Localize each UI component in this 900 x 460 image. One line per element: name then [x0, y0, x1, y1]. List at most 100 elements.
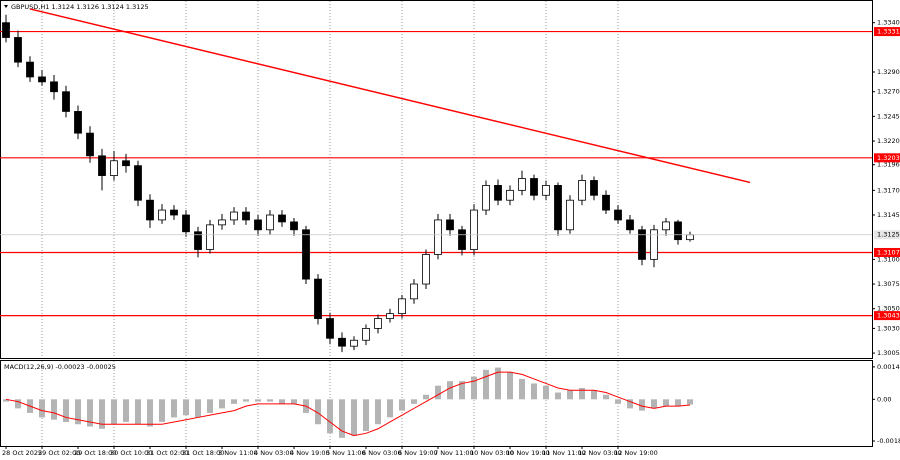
y-tick-label: -0.00184 [877, 437, 900, 445]
candle-body [206, 224, 214, 250]
x-tick-label: 29 Oct 02:00 [38, 449, 80, 457]
y-tick-label: 1.3075 [877, 280, 900, 288]
candle-body [110, 160, 118, 176]
x-tick-label: 10 Nov 19:00 [506, 449, 550, 457]
candle-body [410, 283, 418, 300]
level-tag [874, 153, 900, 163]
level-tag [874, 311, 900, 321]
macd-bar [279, 399, 285, 404]
x-tick-label: 10 Nov 03:00 [470, 449, 514, 457]
candle-body [350, 339, 358, 347]
candle-body [530, 178, 538, 196]
y-tick-label: 1.3030 [877, 324, 900, 332]
candle-body [38, 76, 46, 83]
candle-body [434, 219, 442, 255]
macd-bar [75, 399, 81, 425]
level-label: 1.3331 [877, 28, 900, 36]
macd-bar [411, 399, 417, 404]
macd-bar [255, 399, 261, 402]
candle-body [482, 185, 490, 211]
macd-bar [135, 399, 141, 425]
x-tick-label: 4 Nov 03:00 [254, 449, 294, 457]
macd-bar [627, 399, 633, 409]
y-tick-label: 1.3050 [877, 305, 900, 313]
candle-body [242, 211, 250, 221]
candle-body [398, 298, 406, 315]
candle-body [254, 219, 262, 231]
candle-body [566, 199, 574, 231]
macd-bar [567, 390, 573, 400]
macd-bar [663, 399, 669, 407]
candle-body [422, 254, 430, 285]
macd-bar [195, 399, 201, 418]
level-label: 1.3203 [877, 154, 900, 162]
macd-bar [387, 399, 393, 418]
macd-bar [159, 399, 165, 422]
level-label: 1.3107 [877, 248, 900, 256]
macd-bar [207, 399, 213, 413]
macd-bar [231, 399, 237, 404]
candle-body [686, 234, 694, 241]
macd-bar [291, 399, 297, 404]
candle-body [146, 199, 154, 221]
candle-body [494, 185, 502, 201]
macd-bar [615, 399, 621, 404]
macd-bar [651, 399, 657, 409]
x-tick-label: 11 Nov 11:00 [542, 449, 586, 457]
candle-body [50, 81, 58, 93]
candle-body [362, 328, 370, 341]
macd-bar [543, 385, 549, 400]
x-tick-label: 29 Oct 18:00 [74, 449, 116, 457]
x-tick-label: 12 Nov 03:00 [578, 449, 622, 457]
macd-bar [147, 399, 153, 427]
candle-body [290, 221, 298, 231]
candle-body [302, 229, 310, 280]
candle-body [338, 337, 346, 347]
macd-bar [15, 399, 21, 409]
candle-body [314, 278, 322, 319]
macd-bar [675, 399, 681, 407]
y-tick-label: 1.3270 [877, 88, 900, 96]
candle-body [446, 219, 454, 231]
macd-bar [315, 399, 321, 425]
candle-body [458, 229, 466, 250]
candle-body [470, 209, 478, 250]
candle-body [134, 165, 142, 201]
chart-title: GBPUSD,H1 1.3124 1.3126 1.3124 1.3125 [11, 3, 149, 11]
macd-bar [351, 399, 357, 436]
candle-body [98, 155, 106, 176]
macd-bar [423, 394, 429, 400]
x-tick-label: 3 Nov 11:00 [218, 449, 258, 457]
macd-bar [111, 399, 117, 425]
y-tick-label: 1.3005 [877, 349, 900, 357]
candle-body [230, 211, 238, 221]
macd-bar [591, 390, 597, 400]
candle-body [158, 209, 166, 221]
candle-body [74, 111, 82, 134]
x-tick-label: 12 Nov 19:00 [614, 449, 658, 457]
y-tick-label: 0.00 [877, 395, 891, 403]
macd-bar [99, 399, 105, 429]
macd-bar [687, 399, 693, 405]
macd-bar [51, 399, 57, 420]
candle-body [170, 209, 178, 216]
macd-bar [375, 399, 381, 425]
y-tick-label: 1.3145 [877, 211, 900, 219]
macd-bar [519, 378, 525, 400]
macd-bar [435, 385, 441, 400]
x-tick-label: 7 Nov 11:00 [434, 449, 474, 457]
candle-body [638, 229, 646, 260]
macd-bar [339, 399, 345, 438]
candle-body [626, 219, 634, 231]
candle-body [266, 214, 274, 231]
x-tick-label: 31 Oct 18:00 [182, 449, 224, 457]
level-tag [874, 27, 900, 37]
candle-body [278, 214, 286, 223]
macd-bar [507, 372, 513, 400]
candle-body [122, 160, 130, 167]
candle-body [518, 178, 526, 191]
x-tick-label: 31 Oct 02:00 [146, 449, 188, 457]
x-tick-label: 6 Nov 03:00 [362, 449, 402, 457]
